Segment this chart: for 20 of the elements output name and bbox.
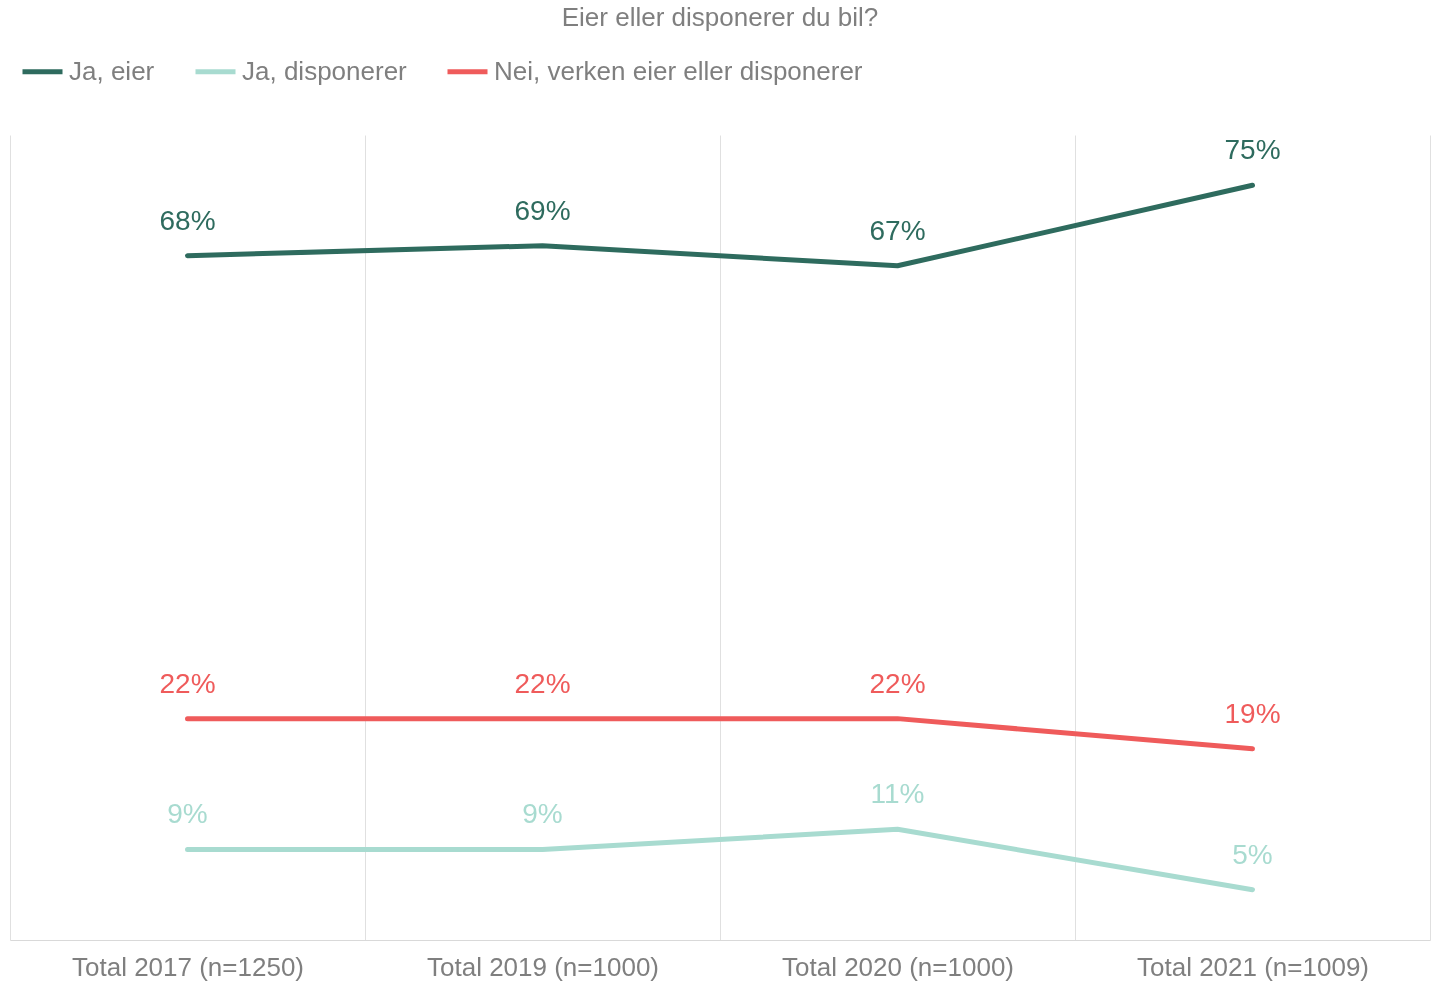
data-label: 75% <box>1224 134 1281 166</box>
x-tick-label: Total 2019 (n=1000) <box>426 951 660 982</box>
x-tick-label: Total 2017 (n=1250) <box>71 951 305 982</box>
data-label: 22% <box>159 667 216 699</box>
x-tick-label: Total 2021 (n=1009) <box>1136 951 1370 982</box>
data-label: 5% <box>1232 838 1273 870</box>
x-tick-label: Total 2020 (n=1000) <box>781 951 1015 982</box>
data-label: 11% <box>870 778 925 810</box>
legend-label: Nei, verken eier eller disponerer <box>494 55 863 86</box>
data-label: 9% <box>167 798 208 830</box>
data-label: 68% <box>159 204 216 236</box>
chart-title: Eier eller disponerer du bil? <box>561 2 879 32</box>
data-label: 22% <box>869 667 926 699</box>
legend-label: Ja, disponerer <box>242 55 408 86</box>
legend-label: Ja, eier <box>69 55 155 86</box>
data-label: 19% <box>1224 697 1281 729</box>
data-label: 69% <box>514 194 571 226</box>
data-label: 67% <box>869 214 926 246</box>
data-label: 22% <box>514 667 571 699</box>
data-label: 9% <box>522 798 563 830</box>
